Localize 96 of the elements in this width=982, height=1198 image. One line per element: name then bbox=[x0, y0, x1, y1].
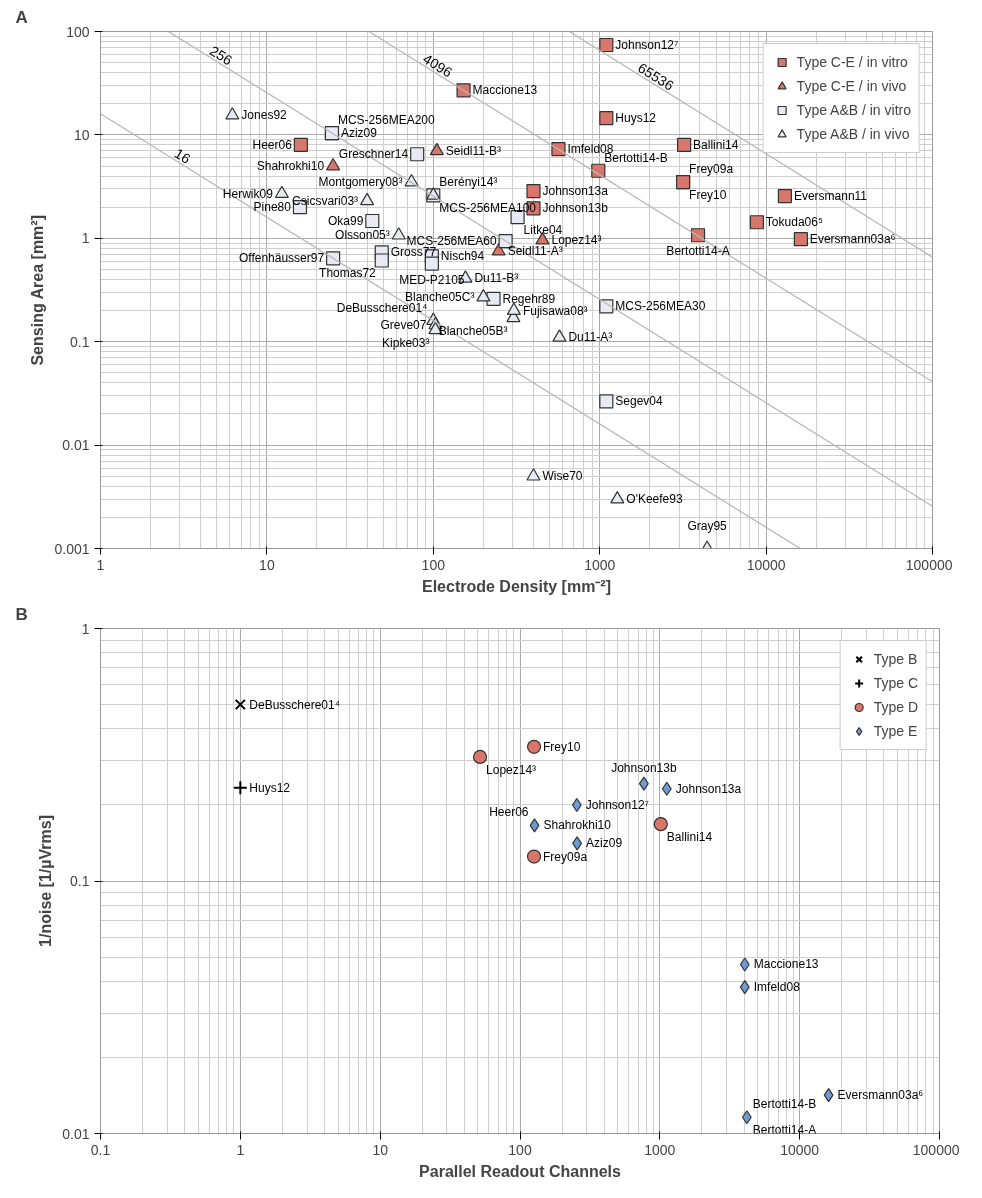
annotation: Heer06 bbox=[489, 805, 529, 820]
y-axis-title: 1/noise [1/µVrms] bbox=[37, 815, 55, 947]
annotation: Johnson13a bbox=[675, 781, 742, 796]
y-tick-label: 0.1 bbox=[70, 333, 90, 350]
annotation: Shahrokhi10 bbox=[543, 818, 612, 833]
annotation: Du11-A³ bbox=[568, 330, 613, 345]
x-tick-label: 1 bbox=[96, 556, 105, 573]
annotation: Aziz09 bbox=[586, 836, 623, 851]
annotation: Pine80 bbox=[253, 200, 292, 215]
legend-label: Type A&B / in vivo bbox=[796, 126, 910, 142]
legend-label: Type C-E / in vitro bbox=[796, 54, 908, 70]
annotation: Greschner14 bbox=[338, 147, 409, 162]
annotation: Herwik09 bbox=[222, 186, 274, 201]
annotation: Aziz09 bbox=[340, 126, 378, 141]
y-tick-label: 10 bbox=[73, 126, 90, 143]
y-tick-label: 100 bbox=[66, 23, 90, 40]
annotation: Johnson12⁷ bbox=[615, 38, 679, 53]
annotation: Bertotti14-A bbox=[752, 1123, 817, 1138]
text: A bbox=[15, 7, 28, 27]
annotation: Eversmann03a⁶ bbox=[837, 1088, 924, 1103]
annotation: Tokuda06⁵ bbox=[765, 215, 823, 230]
x-tick-label: 10 bbox=[372, 1141, 389, 1158]
annotation: Thomas72 bbox=[319, 266, 377, 281]
x-axis-title: Electrode Density [mm⁻²] bbox=[421, 577, 612, 595]
annotation: Seidl11-B³ bbox=[445, 143, 501, 158]
annotation: Johnson13b bbox=[611, 760, 677, 775]
annotation: Gray95 bbox=[687, 518, 728, 533]
x-tick-label: 1 bbox=[236, 1141, 245, 1158]
annotation: Eversmann11 bbox=[793, 189, 868, 204]
annotation: Wise70 bbox=[542, 469, 583, 484]
legend-label: Type A&B / in vitro bbox=[796, 102, 911, 118]
x-axis-title: Parallel Readout Channels bbox=[419, 1162, 622, 1180]
annotation: Regehr89 bbox=[502, 291, 556, 306]
annotation: Maccione13 bbox=[753, 957, 819, 972]
annotation: Olsson05³ bbox=[335, 228, 390, 243]
annotation: Blanche05B³ bbox=[438, 323, 508, 338]
annotation: MCS-256MEA200 bbox=[337, 113, 435, 128]
y-axis-title: Sensing Area [mm²] bbox=[29, 215, 47, 366]
x-tick-label: 1000 bbox=[644, 1141, 676, 1158]
annotation: Bertotti14-B bbox=[752, 1097, 817, 1112]
annotation: Segev04 bbox=[615, 394, 664, 409]
annotation: Bertotti14-A bbox=[666, 244, 730, 259]
text: B bbox=[15, 604, 28, 624]
annotation: Huys12 bbox=[249, 780, 291, 795]
annotation: Ballini14 bbox=[693, 137, 739, 152]
x-tick-label: 100000 bbox=[912, 1141, 960, 1158]
legend-label: Type C-E / in vivo bbox=[796, 78, 907, 94]
annotation: Frey09a bbox=[543, 849, 588, 864]
annotation: Johnson13a bbox=[542, 184, 609, 199]
annotation: Frey10 bbox=[543, 739, 581, 754]
annotation: Imfeld08 bbox=[753, 980, 801, 995]
text: 16 bbox=[171, 144, 194, 167]
x-tick-label: 10000 bbox=[746, 556, 786, 573]
legend-label: Type B bbox=[873, 651, 918, 667]
annotation: Johnson13b bbox=[542, 201, 609, 216]
annotation: Ballini14 bbox=[666, 830, 713, 845]
annotation: Johnson12⁷ bbox=[585, 797, 649, 812]
annotation: Frey09a bbox=[689, 162, 734, 177]
x-tick-label: 1000 bbox=[584, 556, 616, 573]
annotation: Lopez14³ bbox=[486, 762, 537, 777]
x-tick-label: 10000 bbox=[780, 1141, 820, 1158]
annotation: Eversmann03a⁶ bbox=[809, 232, 896, 247]
annotation: Kipke03³ bbox=[382, 335, 430, 350]
annotation: Nisch94 bbox=[440, 249, 485, 264]
annotation: Heer06 bbox=[252, 137, 293, 152]
annotation: Du11-B³ bbox=[474, 271, 519, 286]
annotation: Greve07 bbox=[380, 318, 427, 333]
annotation: MCS-256MEA30 bbox=[615, 299, 706, 314]
x-tick-label: 100 bbox=[508, 1141, 532, 1158]
annotation: Huys12 bbox=[615, 111, 657, 126]
annotation: Oka99 bbox=[327, 214, 364, 228]
annotation: Shahrokhi10 bbox=[256, 159, 325, 174]
legend-label: Type E bbox=[873, 723, 918, 739]
annotation: O'Keefe93 bbox=[626, 492, 683, 507]
annotation: Frey10 bbox=[689, 188, 727, 203]
y-tick-label: 0.01 bbox=[62, 437, 90, 454]
annotation: Jones92 bbox=[241, 108, 288, 123]
annotation: DeBusschere01⁴ bbox=[249, 697, 340, 712]
annotation: DeBusschere01⁴ bbox=[336, 300, 428, 315]
annotation: Offenhäusser97 bbox=[238, 251, 325, 266]
y-tick-label: 0.001 bbox=[54, 540, 90, 557]
y-tick-label: 1 bbox=[81, 620, 90, 637]
y-tick-label: 1 bbox=[81, 230, 90, 247]
annotation: Csicsvari03³ bbox=[292, 193, 359, 208]
y-tick-label: 0.01 bbox=[62, 1125, 90, 1142]
annotation: Maccione13 bbox=[472, 83, 538, 98]
legend-label: Type C bbox=[873, 675, 918, 691]
x-tick-label: 10 bbox=[259, 556, 275, 573]
annotation: Berényi14³ bbox=[439, 175, 498, 190]
text: 4096 bbox=[420, 50, 456, 81]
annotation: Montgomery08³ bbox=[318, 175, 403, 190]
legend-label: Type D bbox=[873, 699, 918, 715]
y-tick-label: 0.1 bbox=[70, 873, 90, 889]
x-tick-label: 100000 bbox=[905, 556, 953, 573]
x-tick-label: 100 bbox=[421, 556, 446, 573]
text: 256 bbox=[207, 42, 236, 69]
